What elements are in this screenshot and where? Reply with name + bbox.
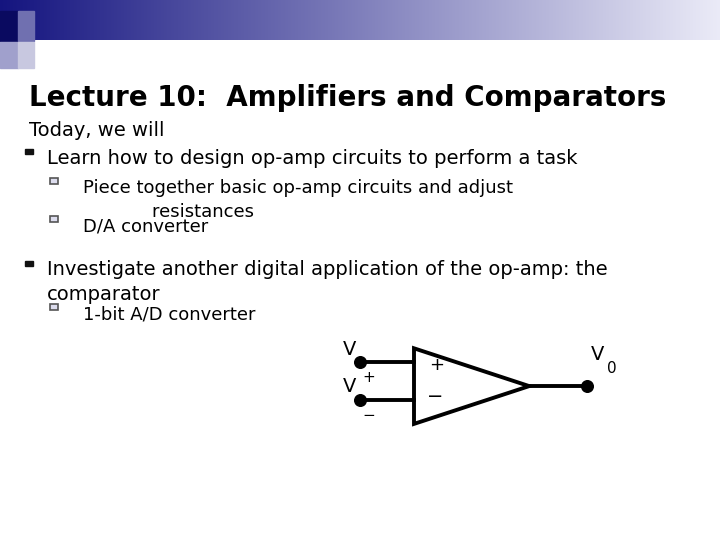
Bar bbox=[25, 261, 32, 266]
Text: Investigate another digital application of the op-amp: the
comparator: Investigate another digital application … bbox=[47, 260, 608, 304]
Text: Learn how to design op-amp circuits to perform a task: Learn how to design op-amp circuits to p… bbox=[47, 148, 577, 167]
Text: +: + bbox=[430, 355, 444, 374]
Bar bbox=[50, 178, 58, 184]
Text: Today, we will: Today, we will bbox=[29, 122, 164, 140]
Text: Lecture 10:  Amplifiers and Comparators: Lecture 10: Amplifiers and Comparators bbox=[29, 84, 666, 112]
Bar bbox=[25, 149, 32, 154]
Point bbox=[581, 382, 593, 390]
Text: 0: 0 bbox=[607, 361, 616, 376]
Bar bbox=[0, 11, 18, 40]
Point bbox=[354, 395, 366, 404]
Text: V: V bbox=[343, 377, 356, 396]
Bar bbox=[18, 11, 34, 40]
Bar bbox=[18, 42, 34, 68]
Point bbox=[354, 357, 366, 366]
Bar bbox=[50, 216, 58, 222]
Text: +: + bbox=[362, 370, 375, 386]
Text: V: V bbox=[343, 340, 356, 359]
Text: −: − bbox=[362, 408, 375, 423]
Bar bbox=[50, 305, 58, 310]
Text: D/A converter: D/A converter bbox=[83, 217, 208, 235]
Text: −: − bbox=[428, 387, 444, 407]
Text: V: V bbox=[590, 346, 604, 365]
Text: 1-bit A/D converter: 1-bit A/D converter bbox=[83, 305, 256, 323]
Text: Piece together basic op-amp circuits and adjust
            resistances: Piece together basic op-amp circuits and… bbox=[83, 179, 513, 221]
Bar bbox=[0, 42, 18, 68]
